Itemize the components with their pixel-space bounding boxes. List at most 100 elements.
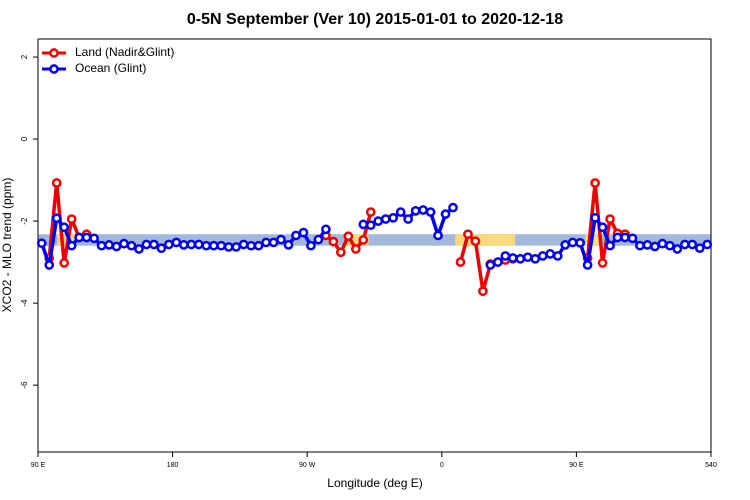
data-point — [388, 212, 399, 223]
data-point — [463, 229, 473, 240]
data-point — [665, 240, 675, 251]
data-point — [134, 244, 144, 254]
data-point — [560, 240, 571, 250]
data-point — [507, 253, 518, 263]
data-point — [119, 238, 129, 249]
data-point — [44, 260, 55, 270]
data-point — [672, 244, 683, 254]
x-tick-label: 0 — [440, 462, 444, 469]
data-point — [470, 236, 481, 247]
data-point — [238, 239, 249, 250]
data-point — [149, 239, 159, 250]
data-point — [687, 239, 698, 250]
data-point — [679, 239, 690, 250]
data-point — [694, 243, 705, 254]
data-point — [208, 240, 219, 251]
data-point — [74, 232, 84, 243]
data-point — [36, 238, 47, 249]
data-point — [575, 237, 585, 248]
data-point — [440, 209, 451, 219]
x-tick-label: 90 E — [569, 462, 584, 469]
data-point — [552, 251, 563, 261]
data-point — [605, 214, 615, 224]
data-point — [51, 213, 62, 224]
data-point — [231, 242, 242, 252]
data-point — [328, 236, 339, 247]
data-point — [620, 232, 630, 243]
x-axis-label: Longitude (deg E) — [327, 476, 422, 490]
data-point — [612, 232, 623, 243]
data-point — [104, 240, 114, 250]
data-point — [81, 232, 92, 243]
data-point — [493, 257, 503, 267]
data-point — [164, 239, 174, 250]
data-point — [478, 286, 488, 297]
data-point — [365, 207, 376, 217]
data-point — [343, 231, 354, 242]
data-point — [59, 258, 70, 268]
data-point — [66, 240, 77, 251]
data-point — [59, 222, 70, 233]
data-point — [126, 240, 137, 251]
data-point — [141, 239, 152, 250]
y-tick-label: 0 — [20, 136, 29, 141]
data-point — [261, 237, 271, 248]
data-point — [358, 219, 369, 230]
data-point — [380, 214, 391, 224]
data-point — [171, 237, 182, 248]
data-point — [582, 260, 593, 270]
data-point — [51, 178, 62, 188]
data-point — [530, 253, 541, 264]
data-point — [298, 227, 309, 238]
data-point — [433, 230, 443, 241]
data-point — [403, 214, 413, 224]
data-point — [590, 178, 600, 188]
data-point — [350, 244, 361, 254]
y-tick-label: 2 — [20, 54, 29, 59]
data-point — [567, 237, 578, 248]
data-point — [111, 241, 122, 252]
data-point — [246, 240, 256, 251]
data-point — [336, 247, 346, 258]
x-tick-label: 540 — [705, 462, 717, 469]
data-point — [597, 258, 608, 268]
data-point — [702, 239, 713, 250]
data-point — [313, 234, 324, 245]
data-point — [448, 202, 458, 213]
data-point — [291, 230, 301, 241]
data-point — [485, 260, 496, 270]
y-tick-label: -6 — [20, 381, 29, 389]
data-point — [186, 239, 197, 250]
y-tick-label: -4 — [20, 299, 29, 307]
data-point — [395, 207, 406, 217]
data-point — [410, 205, 421, 216]
chart-title: 0-5N September (Ver 10) 2015-01-01 to 20… — [187, 11, 563, 28]
x-tick-label: 90 W — [299, 462, 316, 469]
data-point — [515, 253, 526, 264]
y-tick-label: -2 — [20, 217, 29, 225]
land-band — [455, 234, 516, 246]
data-point — [365, 220, 376, 231]
data-point — [545, 249, 556, 259]
y-axis-label: XCO2 - MLO trend (ppm) — [0, 178, 14, 313]
legend-marker — [49, 64, 59, 74]
data-point — [425, 207, 436, 217]
data-point — [89, 233, 99, 244]
data-point — [178, 240, 189, 250]
data-point — [590, 212, 600, 223]
data-point — [276, 234, 286, 245]
data-point — [283, 240, 294, 250]
data-point — [268, 237, 279, 248]
data-point — [201, 240, 212, 251]
data-point — [253, 240, 264, 251]
data-point — [373, 216, 384, 226]
x-tick-label: 90 E — [31, 462, 46, 469]
x-tick-label: 180 — [167, 462, 179, 469]
data-point — [66, 214, 77, 224]
data-point — [597, 222, 608, 233]
data-point — [657, 238, 668, 249]
data-point — [358, 235, 369, 245]
data-point — [642, 240, 653, 250]
data-point — [156, 243, 167, 254]
